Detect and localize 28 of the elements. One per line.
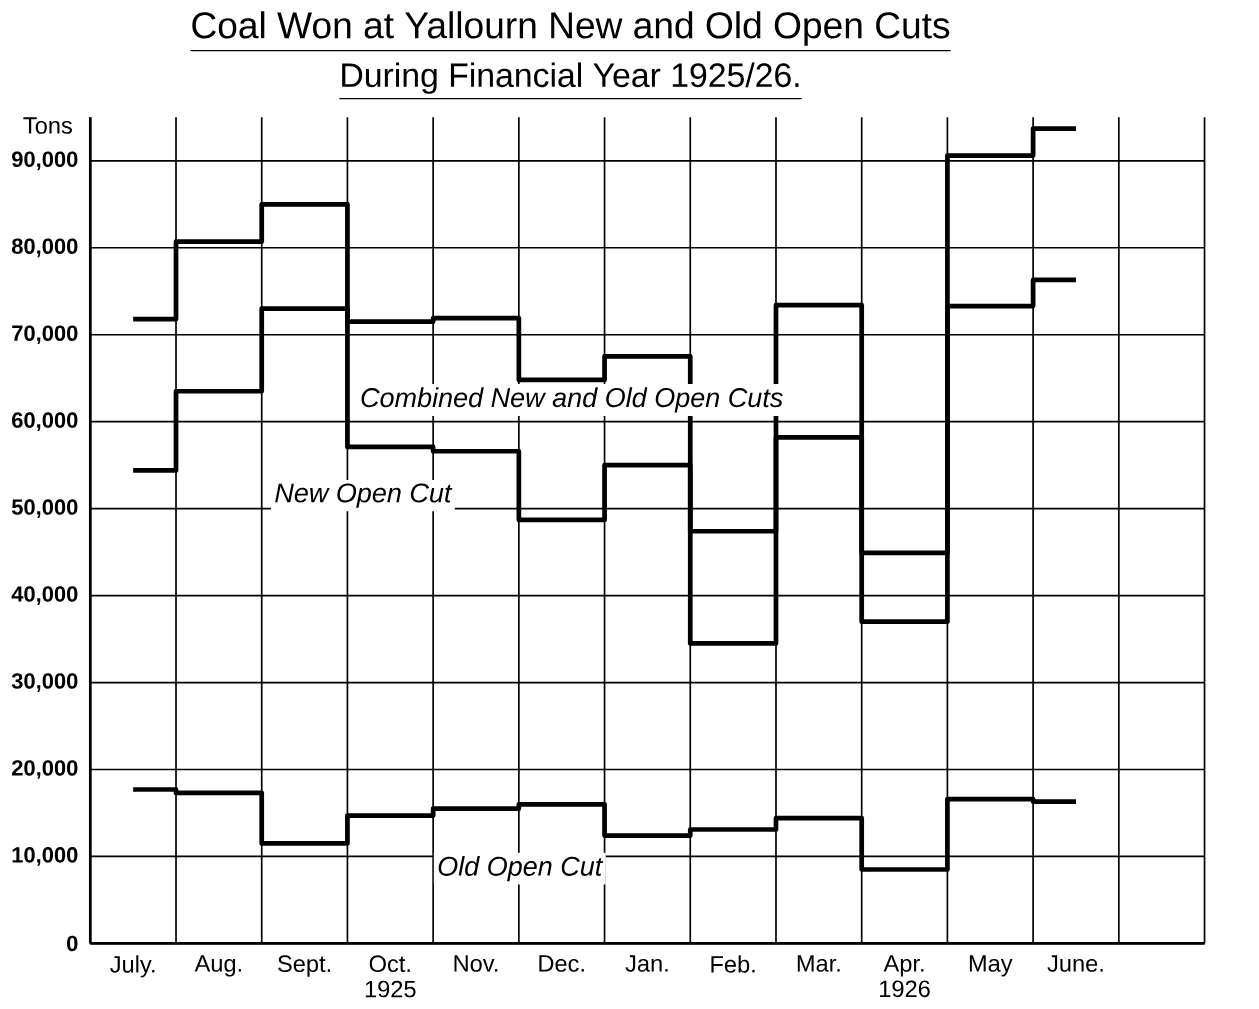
x-tick-label: Apr. 1926 bbox=[880, 955, 930, 998]
y-tick-label: 30,000 bbox=[11, 673, 78, 693]
series-label: New Open Cut bbox=[275, 483, 453, 509]
x-tick-label: Feb. bbox=[711, 955, 755, 973]
x-tick-label: Jan. bbox=[625, 955, 668, 972]
y-tick-label: 60,000 bbox=[12, 412, 78, 432]
chart-subtitle: During Financial Year 1925/26. bbox=[342, 62, 799, 95]
y-axis-title: Tons bbox=[23, 117, 72, 134]
x-tick-label: Dec. bbox=[539, 955, 584, 972]
y-tick-label: 90,000 bbox=[12, 151, 78, 171]
y-tick-label: 0 bbox=[67, 935, 78, 952]
chart-title: Coal Won at Yallourn New and Old Open Cuts bbox=[192, 11, 950, 46]
x-tick-label: Sept. bbox=[278, 955, 330, 977]
x-tick-label: Aug. bbox=[194, 955, 241, 977]
series-label: Combined New and Old Open Cuts bbox=[361, 387, 783, 413]
y-tick-label: 50,000 bbox=[11, 499, 78, 519]
x-tick-label: Oct. 1925 bbox=[365, 955, 416, 998]
y-tick-label: 10,000 bbox=[12, 847, 78, 866]
y-tick-label: 40,000 bbox=[11, 586, 78, 606]
x-tick-label: July. bbox=[110, 955, 155, 978]
x-tick-label: Nov. bbox=[454, 955, 498, 972]
y-tick-label: 70,000 bbox=[12, 325, 78, 345]
y-tick-label: 20,000 bbox=[12, 760, 78, 780]
x-tick-label: Mar. bbox=[797, 955, 840, 972]
series-label: Old Open Cut bbox=[438, 856, 604, 882]
x-tick-label: June. bbox=[1047, 955, 1103, 972]
x-tick-label: May bbox=[969, 955, 1013, 977]
y-tick-label: 80,000 bbox=[11, 238, 78, 258]
